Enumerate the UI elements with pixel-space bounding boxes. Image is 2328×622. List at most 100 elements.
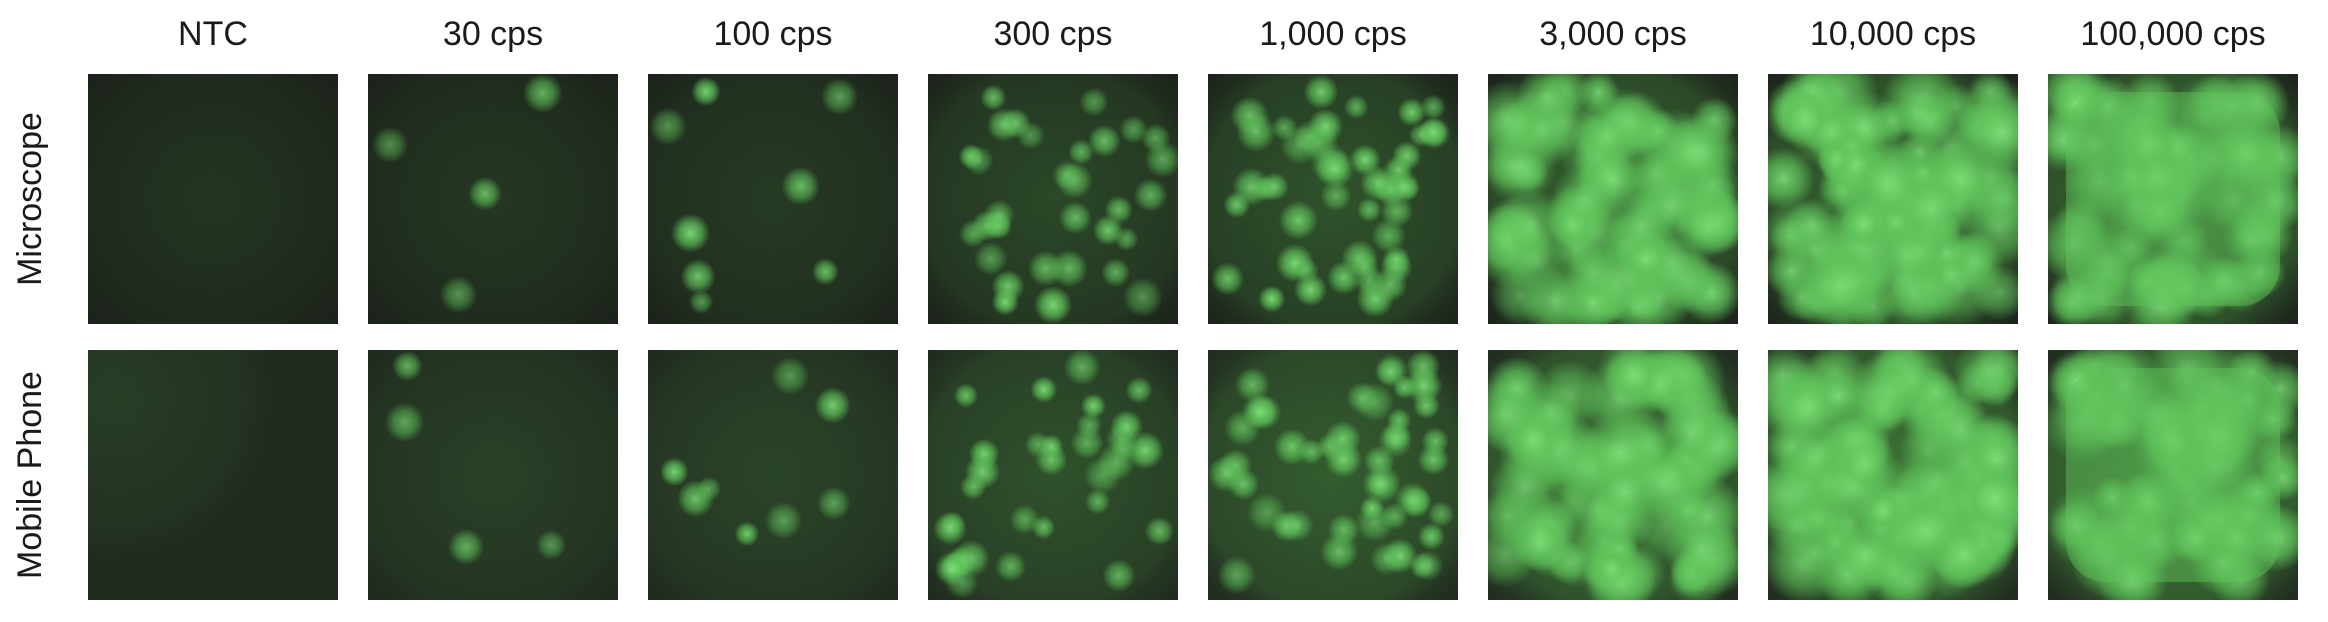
fluorescent-droplet — [1895, 91, 1940, 136]
fluorescent-droplet — [1664, 511, 1738, 587]
column-label: 3,000 cps — [1539, 15, 1687, 53]
row-label: Mobile Phone — [11, 371, 49, 579]
fluorescent-droplet — [2122, 144, 2191, 213]
fluorescent-droplet — [1246, 492, 1287, 533]
fluorescent-droplet — [1776, 91, 1835, 150]
fluorescent-droplet — [2125, 511, 2187, 573]
fluorescent-droplet — [1087, 124, 1121, 158]
fluorescent-droplet — [991, 269, 1025, 303]
fluorescent-droplet — [814, 387, 851, 424]
fluorescent-droplet — [1144, 516, 1174, 546]
fluorescent-droplet — [2235, 471, 2279, 515]
fluorescence-image-panel — [1488, 74, 1738, 324]
fluorescent-droplet — [1381, 502, 1409, 530]
fluorescent-droplet — [1281, 509, 1314, 542]
fluorescence-image-panel — [928, 350, 1178, 600]
fluorescent-droplet — [1589, 547, 1633, 591]
fluorescent-droplet — [1058, 201, 1092, 235]
column-label: 10,000 cps — [1809, 15, 1977, 53]
fluorescent-droplet — [1811, 368, 1866, 423]
fluorescent-droplet — [1070, 426, 1104, 460]
fluorescent-droplet — [1031, 515, 1056, 540]
fluorescent-droplet — [659, 457, 689, 487]
fluorescent-droplet — [983, 199, 1015, 231]
fluorescent-droplet — [2222, 212, 2278, 267]
fluorescent-droplet — [1235, 367, 1270, 403]
fluorescent-droplet — [670, 213, 711, 253]
fluorescent-droplet — [1016, 121, 1045, 150]
column-label: 300 cps — [993, 15, 1113, 53]
fluorescent-droplet — [995, 550, 1027, 583]
fluorescent-droplet — [1208, 455, 1245, 493]
fluorescent-droplet — [2084, 350, 2165, 426]
fluorescent-droplet — [1133, 178, 1168, 212]
fluorescent-droplet — [1346, 381, 1379, 414]
fluorescence-image-panel — [648, 350, 898, 600]
fluorescent-droplet — [2209, 511, 2264, 565]
fluorescent-droplet — [1294, 258, 1319, 283]
fluorescent-droplet — [1079, 87, 1109, 117]
fluorescent-droplet — [1928, 519, 1999, 590]
fluorescent-droplet — [1503, 410, 1564, 471]
fluorescent-droplet — [1362, 464, 1402, 504]
fluorescent-droplet — [1356, 197, 1382, 223]
fluorescent-droplet — [821, 78, 859, 116]
fluorescent-droplet — [392, 350, 423, 382]
fluorescent-droplet — [1488, 451, 1562, 524]
fluorescent-droplet — [1030, 376, 1058, 403]
fluorescent-droplet — [1052, 160, 1082, 190]
fluorescent-droplet — [1651, 110, 1734, 193]
fluorescent-droplet — [764, 502, 803, 540]
fluorescence-image-panel — [88, 350, 338, 600]
fluorescent-droplet — [1344, 94, 1369, 120]
fluorescent-droplet — [1376, 357, 1404, 386]
fluorescent-droplet — [1952, 350, 2018, 406]
fluorescent-droplet — [959, 473, 987, 500]
fluorescence-image-panel — [88, 74, 338, 324]
fluorescent-droplet — [1144, 141, 1178, 178]
fluorescent-droplet — [2051, 79, 2101, 129]
fluorescent-droplet — [816, 486, 851, 521]
fluorescent-droplet — [1324, 420, 1362, 458]
fluorescent-droplet — [1608, 192, 1674, 258]
fluorescent-droplet — [811, 258, 839, 286]
fluorescent-droplet — [959, 219, 988, 248]
fluorescent-droplet — [1578, 108, 1635, 166]
fluorescent-droplet — [1494, 188, 1569, 263]
fluorescence-image-panel — [2048, 74, 2298, 324]
fluorescent-droplet — [1110, 409, 1144, 443]
fluorescent-droplet — [1350, 251, 1379, 281]
fluorescent-droplet — [1224, 409, 1261, 447]
fluorescent-droplet — [1373, 267, 1408, 303]
fluorescent-droplet — [1063, 350, 1101, 386]
fluorescent-droplet — [1119, 115, 1148, 144]
fluorescent-droplet — [2092, 476, 2133, 517]
fluorescent-droplet — [2196, 255, 2251, 309]
fluorescent-droplet — [1603, 350, 1664, 407]
fluorescent-droplet — [2070, 266, 2135, 324]
fluorescent-droplet — [680, 258, 716, 295]
fluorescent-droplet — [2049, 353, 2107, 411]
fluorescent-droplet — [1833, 141, 1879, 187]
fluorescence-image-panel — [648, 74, 898, 324]
fluorescent-droplet — [1303, 74, 1339, 110]
fluorescent-droplet — [1371, 218, 1406, 254]
fluorescent-droplet — [691, 76, 721, 107]
fluorescent-droplet — [2049, 499, 2102, 552]
fluorescent-droplet — [734, 521, 760, 547]
fluorescence-image-panel — [1208, 350, 1458, 600]
fluorescent-droplet — [1927, 396, 1994, 463]
fluorescent-droplet — [1784, 197, 1841, 254]
fluorescent-droplet — [468, 176, 502, 211]
fluorescent-droplet — [1589, 457, 1659, 527]
fluorescent-droplet — [1417, 522, 1446, 551]
fluorescent-droplet — [1789, 422, 1847, 480]
fluorescent-droplet — [1232, 167, 1271, 207]
fluorescent-droplet — [1768, 147, 1815, 211]
fluorescent-droplet — [696, 476, 722, 501]
fluorescent-droplet — [523, 74, 563, 113]
fluorescent-droplet — [1382, 245, 1411, 274]
fluorescence-image-panel — [928, 74, 1178, 324]
column-label: 100 cps — [713, 15, 833, 53]
